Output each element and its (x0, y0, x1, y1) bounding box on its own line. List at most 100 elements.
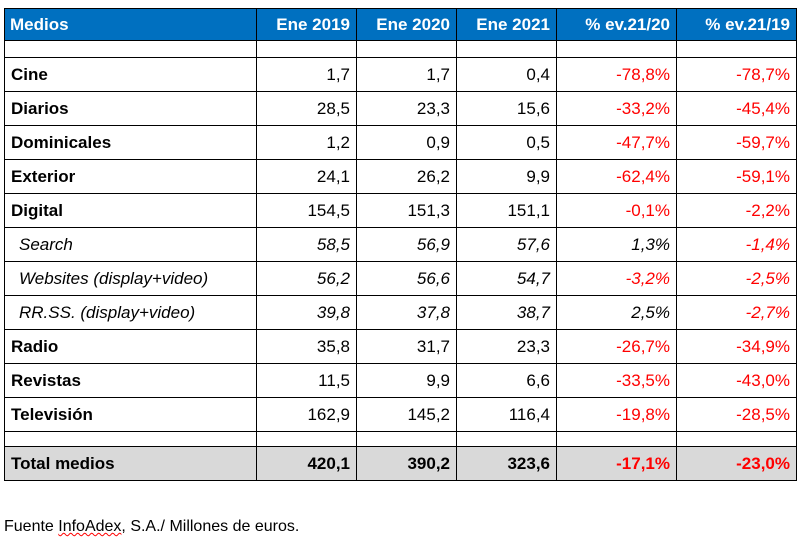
value-cell: 35,8 (256, 329, 357, 364)
value-cell: 54,7 (456, 261, 557, 296)
pct-cell: -78,7% (676, 57, 797, 92)
value-cell: 23,3 (456, 329, 557, 364)
value-cell: 56,6 (356, 261, 457, 296)
row-label: Diarios (4, 91, 257, 126)
pct-cell: -2,2% (676, 193, 797, 228)
value-cell: 154,5 (256, 193, 357, 228)
pct-cell: -59,7% (676, 125, 797, 160)
value-cell: 9,9 (456, 159, 557, 194)
row-label: Digital (4, 193, 257, 228)
row-label: Websites (display+video) (4, 261, 257, 296)
value-cell: 0,4 (456, 57, 557, 92)
table-row: Revistas 11,5 9,9 6,6 -33,5% -43,0% (4, 363, 797, 398)
spacer-row (4, 40, 797, 58)
pct-cell: -23,0% (676, 446, 797, 481)
value-cell: 390,2 (356, 446, 457, 481)
table-body: Cine 1,7 1,7 0,4 -78,8% -78,7% Diarios 28,5 23,3… (4, 40, 797, 481)
value-cell: 31,7 (356, 329, 457, 364)
value-cell: 28,5 (256, 91, 357, 126)
value-cell: 1,7 (356, 57, 457, 92)
row-label: Cine (4, 57, 257, 92)
pct-cell: -45,4% (676, 91, 797, 126)
column-header: Ene 2021 (456, 8, 557, 41)
pct-cell: -43,0% (676, 363, 797, 398)
value-cell: 116,4 (456, 397, 557, 432)
value-cell: 1,2 (256, 125, 357, 160)
table-row: Digital 154,5 151,3 151,1 -0,1% -2,2% (4, 193, 797, 228)
value-cell: 26,2 (356, 159, 457, 194)
pct-cell: -3,2% (556, 261, 677, 296)
pct-cell: -59,1% (676, 159, 797, 194)
value-cell: 323,6 (456, 446, 557, 481)
row-label: Radio (4, 329, 257, 364)
value-cell: 24,1 (256, 159, 357, 194)
pct-cell: -19,8% (556, 397, 677, 432)
column-header: Ene 2020 (356, 8, 457, 41)
pct-cell: -33,2% (556, 91, 677, 126)
pct-cell: -34,9% (676, 329, 797, 364)
table-row: Televisión 162,9 145,2 116,4 -19,8% -28,5% (4, 397, 797, 432)
source-note: Fuente InfoAdex, S.A./ Millones de euros… (4, 518, 299, 536)
table-row: Cine 1,7 1,7 0,4 -78,8% -78,7% (4, 57, 797, 92)
pct-cell: -17,1% (556, 446, 677, 481)
spacer-row (4, 431, 797, 447)
row-label: Exterior (4, 159, 257, 194)
value-cell: 0,5 (456, 125, 557, 160)
row-label: Total medios (4, 446, 257, 481)
spacer-cell (356, 40, 457, 58)
value-cell: 38,7 (456, 295, 557, 330)
row-label: Televisión (4, 397, 257, 432)
value-cell: 39,8 (256, 295, 357, 330)
pct-cell: 2,5% (556, 295, 677, 330)
source-org: InfoAdex (58, 518, 122, 535)
spacer-cell (4, 40, 257, 58)
column-header: % ev.21/20 (556, 8, 677, 41)
value-cell: 11,5 (256, 363, 357, 398)
row-label: Dominicales (4, 125, 257, 160)
pct-cell: -2,5% (676, 261, 797, 296)
column-header: Ene 2019 (256, 8, 357, 41)
column-header: % ev.21/19 (676, 8, 797, 41)
value-cell: 162,9 (256, 397, 357, 432)
table-row: Radio 35,8 31,7 23,3 -26,7% -34,9% (4, 329, 797, 364)
pct-cell: -62,4% (556, 159, 677, 194)
value-cell: 9,9 (356, 363, 457, 398)
pct-cell: -0,1% (556, 193, 677, 228)
spacer-cell (256, 40, 357, 58)
value-cell: 145,2 (356, 397, 457, 432)
pct-cell: -33,5% (556, 363, 677, 398)
spacer-cell (456, 40, 557, 58)
row-label: Revistas (4, 363, 257, 398)
table-row: Search 58,5 56,9 57,6 1,3% -1,4% (4, 227, 797, 262)
value-cell: 6,6 (456, 363, 557, 398)
pct-cell: -26,7% (556, 329, 677, 364)
spacer-cell (556, 40, 677, 58)
value-cell: 0,9 (356, 125, 457, 160)
pct-cell: -1,4% (676, 227, 797, 262)
value-cell: 57,6 (456, 227, 557, 262)
spacer-cell (556, 431, 677, 447)
spacer-cell (256, 431, 357, 447)
value-cell: 15,6 (456, 91, 557, 126)
table-row: RR.SS. (display+video) 39,8 37,8 38,7 2,5% -2… (4, 295, 797, 330)
source-prefix: Fuente (4, 518, 59, 535)
value-cell: 151,3 (356, 193, 457, 228)
table-row: Exterior 24,1 26,2 9,9 -62,4% -59,1% (4, 159, 797, 194)
value-cell: 1,7 (256, 57, 357, 92)
data-table: Medios Ene 2019 Ene 2020 Ene 2021 % ev.2… (4, 8, 797, 481)
pct-cell: -28,5% (676, 397, 797, 432)
spacer-cell (456, 431, 557, 447)
pct-cell: 1,3% (556, 227, 677, 262)
spacer-cell (676, 40, 797, 58)
header-row: Medios Ene 2019 Ene 2020 Ene 2021 % ev.2… (4, 8, 797, 41)
media-investment-table: Medios Ene 2019 Ene 2020 Ene 2021 % ev.2… (4, 8, 797, 481)
spacer-cell (676, 431, 797, 447)
table-row: Diarios 28,5 23,3 15,6 -33,2% -45,4% (4, 91, 797, 126)
total-row: Total medios 420,1 390,2 323,6 -17,1% -23,0% (4, 446, 797, 481)
value-cell: 56,9 (356, 227, 457, 262)
column-header: Medios (4, 8, 257, 41)
value-cell: 37,8 (356, 295, 457, 330)
pct-cell: -2,7% (676, 295, 797, 330)
value-cell: 23,3 (356, 91, 457, 126)
value-cell: 58,5 (256, 227, 357, 262)
